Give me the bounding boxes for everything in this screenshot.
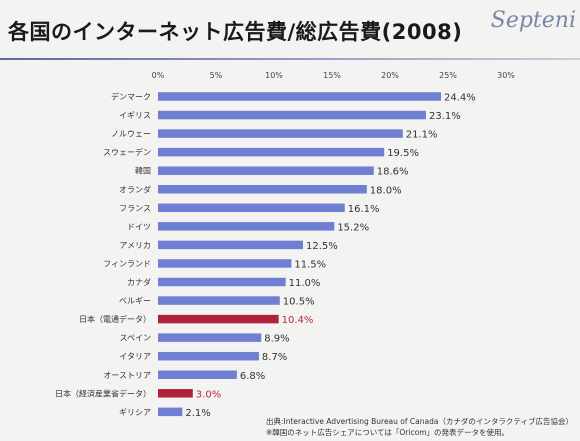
value-label: 24.4% bbox=[444, 93, 476, 104]
bar bbox=[158, 203, 345, 213]
category-label: 韓国 bbox=[135, 166, 151, 176]
bar bbox=[158, 351, 259, 361]
value-label: 2.1% bbox=[185, 408, 210, 419]
category-label: ギリシア bbox=[119, 408, 151, 417]
value-label: 8.9% bbox=[264, 334, 289, 345]
bar bbox=[158, 185, 367, 194]
value-label: 11.0% bbox=[289, 278, 321, 289]
bar bbox=[158, 296, 280, 305]
value-label: 8.7% bbox=[262, 352, 287, 363]
source-note: 出典:Interactive Advertising Bureau of Can… bbox=[266, 417, 573, 426]
category-label: カナダ bbox=[127, 277, 151, 287]
bar bbox=[158, 259, 292, 268]
page-title: 各国のインターネット広告費/総広告費(2008) bbox=[8, 20, 463, 44]
title-divider bbox=[0, 58, 580, 60]
bar bbox=[158, 407, 183, 417]
x-tick-label: 5% bbox=[210, 71, 223, 80]
value-label: 19.5% bbox=[387, 148, 419, 159]
x-tick-label: 10% bbox=[265, 71, 283, 80]
value-label: 10.5% bbox=[283, 297, 315, 308]
category-label: オーストリア bbox=[103, 371, 151, 380]
value-label: 12.5% bbox=[306, 241, 338, 252]
category-label: 日本（電通データ） bbox=[79, 314, 151, 324]
x-tick-label: 15% bbox=[323, 71, 341, 80]
category-label: フィンランド bbox=[103, 259, 151, 268]
category-label: アメリカ bbox=[119, 241, 151, 250]
value-label: 3.0% bbox=[196, 389, 221, 400]
category-label: ノルウェー bbox=[111, 130, 151, 139]
bar bbox=[158, 147, 385, 157]
bar bbox=[158, 92, 442, 101]
x-tick-label: 20% bbox=[381, 71, 399, 80]
category-label: スウェーデン bbox=[103, 147, 151, 157]
category-label: ドイツ bbox=[127, 222, 151, 231]
value-label: 23.1% bbox=[429, 111, 461, 122]
x-tick-label: 30% bbox=[497, 71, 515, 80]
bar bbox=[158, 370, 237, 379]
bar bbox=[158, 314, 279, 324]
value-label: 16.1% bbox=[348, 204, 380, 215]
category-label: スペイン bbox=[120, 334, 151, 343]
value-label: 15.2% bbox=[337, 222, 369, 233]
x-axis-ticks: 0% 5% 10% 15% 20% 25% 30% bbox=[152, 71, 516, 80]
bar bbox=[158, 333, 262, 342]
value-label: 10.4% bbox=[282, 315, 314, 326]
category-label: フランス bbox=[119, 204, 151, 213]
value-label: 21.1% bbox=[406, 130, 438, 141]
value-label: 18.0% bbox=[370, 185, 402, 196]
category-label: イギリス bbox=[119, 111, 151, 120]
category-label: オランダ bbox=[119, 184, 151, 194]
bar bbox=[158, 277, 286, 287]
footnote: ※韓国のネット広告シェアについては「Oricom」の発表データを使用。 bbox=[266, 428, 509, 437]
x-tick-label: 0% bbox=[152, 71, 165, 80]
category-label: ベルギー bbox=[119, 297, 151, 306]
bar bbox=[158, 110, 426, 120]
bar bbox=[158, 166, 374, 175]
value-label: 6.8% bbox=[240, 371, 265, 382]
bar bbox=[158, 389, 193, 398]
bar bbox=[158, 222, 335, 231]
value-label: 18.6% bbox=[377, 167, 409, 178]
value-label: 11.5% bbox=[294, 259, 326, 270]
category-label: 日本（経済産業省データ） bbox=[55, 388, 151, 398]
category-label: イタリア bbox=[119, 352, 151, 361]
x-tick-label: 25% bbox=[439, 71, 457, 80]
septeni-logo: Septeni bbox=[490, 8, 576, 33]
bars: デンマーク 24.4% イギリス 23.1% ノルウェー 21.1% スウェーデン 19.5%… bbox=[55, 92, 476, 419]
bar bbox=[158, 129, 403, 138]
bar bbox=[158, 240, 303, 250]
category-label: デンマーク bbox=[111, 92, 151, 102]
